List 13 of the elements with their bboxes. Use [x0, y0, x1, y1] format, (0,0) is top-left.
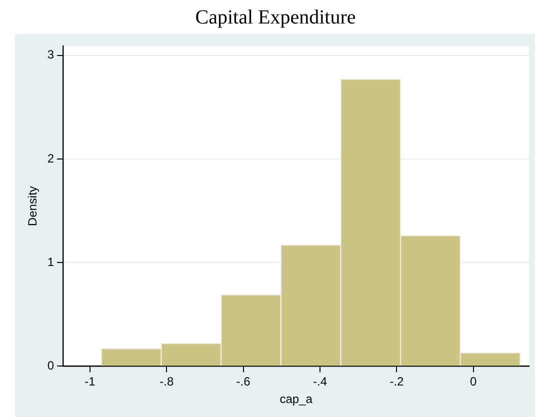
y-tick-label: 1 [47, 254, 54, 269]
y-tick-label: 2 [47, 151, 54, 166]
y-tick-label: 3 [47, 48, 54, 62]
x-axis-title: cap_a [280, 392, 313, 406]
x-tick-label: -.2 [390, 374, 404, 389]
x-tick-label: 0 [470, 374, 478, 389]
chart-title: Capital Expenditure [195, 6, 356, 28]
x-tick-label: -.8 [160, 374, 174, 389]
y-axis-title: Density [26, 186, 40, 226]
x-tick-label: -.6 [236, 374, 251, 389]
y-tick-label: 0 [47, 358, 54, 373]
x-tick-label: -.4 [312, 374, 328, 389]
x-tick-label: -1 [84, 374, 96, 389]
